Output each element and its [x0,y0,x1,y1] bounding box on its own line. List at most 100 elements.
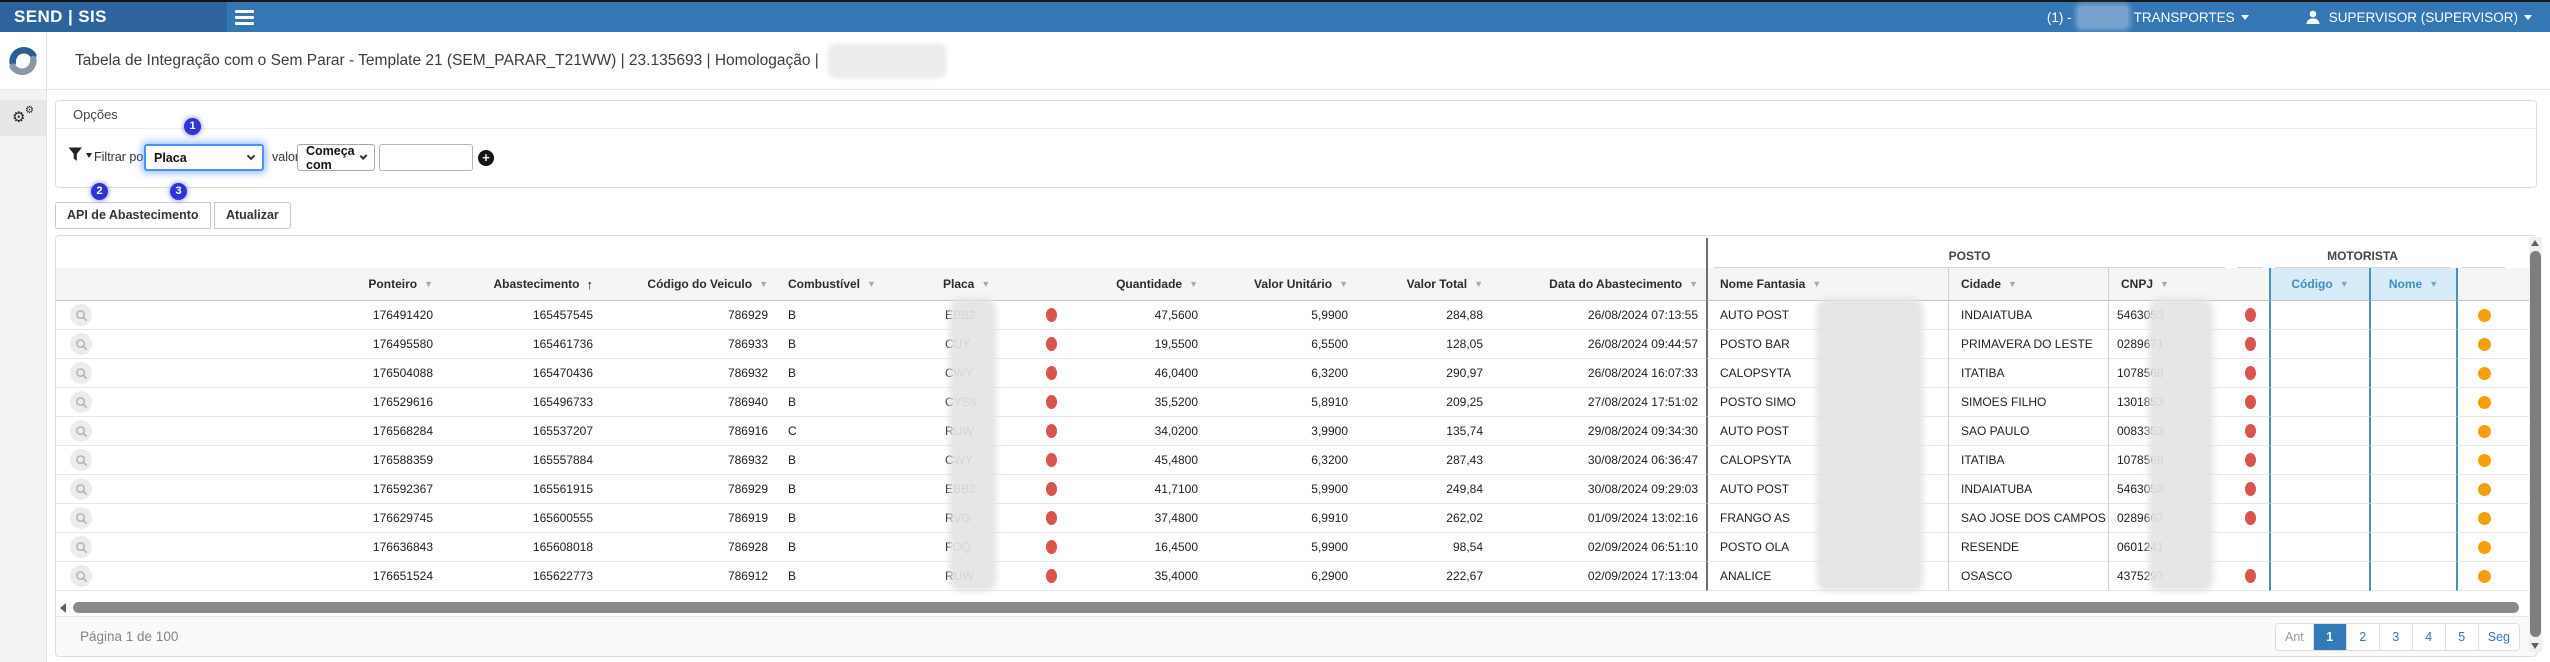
top-navbar: SEND | SIS (1) - TRANSPORTES SUPERVISOR … [0,0,2550,32]
col-header-codigo-veiculo[interactable]: Código do Veiculo ▼ [601,268,776,301]
cell-actions [56,417,106,446]
filter-caret-icon[interactable]: ▼ [1812,279,1822,289]
row-search-icon[interactable] [70,478,92,500]
filter-caret-icon[interactable]: ▼ [2008,279,2017,289]
row-search-icon[interactable] [70,449,92,471]
col-header-quantidade[interactable]: Quantidade ▼ [1071,268,1206,301]
user-menu[interactable]: SUPERVISOR (SUPERVISOR) [2305,9,2532,25]
filter-caret-icon[interactable]: ▼ [2339,279,2349,289]
refresh-button[interactable]: Atualizar [213,202,291,229]
table-footer: Página 1 de 100 Ant 1 2 3 4 5 Seg [56,616,2536,656]
title-bar: Tabela de Integração com o Sem Parar - T… [47,32,2550,90]
col-header-ponteiro[interactable]: Ponteiro ▼ [106,268,441,301]
filter-caret-icon[interactable]: ▼ [424,279,433,289]
filter-by-label: Filtrar por [94,150,148,164]
cell-codigo-motorista [2269,359,2370,388]
company-menu[interactable]: (1) - TRANSPORTES [2047,6,2249,28]
cell-combustivel: B [776,475,931,504]
cell-quantidade: 46,0400 [1071,359,1206,388]
cell-filler [2511,417,2530,446]
table-row[interactable]: 176491420 165457545 786929 B EBB2 47,560… [56,301,2530,330]
table-row[interactable]: 176592367 165561915 786929 B EBB2 41,710… [56,475,2530,504]
cell-codigo-veiculo: 786912 [601,562,776,591]
scroll-down-icon[interactable] [2531,643,2539,649]
cell-ponteiro: 176651524 [106,562,441,591]
pagination-button-1[interactable]: 1 [2312,624,2346,650]
table-row[interactable]: 176636843 165608018 786928 B FOQ 16,4500… [56,533,2530,562]
pagination-button-ant[interactable]: Ant [2275,624,2313,650]
filter-caret-icon[interactable]: ▼ [1189,279,1198,289]
vertical-scrollbar[interactable] [2529,237,2542,652]
cell-valor-unitario: 5,9900 [1206,533,1356,562]
table-row[interactable]: 176529616 165496733 786940 B CYS8 35,520… [56,388,2530,417]
row-search-icon[interactable] [70,362,92,384]
filter-caret-icon[interactable]: ▼ [1474,279,1483,289]
filter-caret-icon[interactable]: ▼ [2429,279,2439,289]
sidebar-item-settings[interactable]: ⚙ ⚙ [0,100,46,136]
cell-status1 [1031,504,1071,533]
col-header-valor-unitario[interactable]: Valor Unitário ▼ [1206,268,1356,301]
cell-valor-total: 262,02 [1356,504,1491,533]
cell-filler [2511,475,2530,504]
pagination-button-4[interactable]: 4 [2411,624,2445,650]
row-search-icon[interactable] [70,391,92,413]
add-filter-icon[interactable]: + [478,150,494,166]
col-header-data-abastecimento[interactable]: Data do Abastecimento ▼ [1491,268,1706,301]
status-dot-orange-icon [2478,309,2492,323]
row-search-icon[interactable] [70,420,92,442]
col-header-cidade[interactable]: Cidade ▼ [1948,268,2108,301]
vertical-scrollbar-thumb[interactable] [2530,251,2541,637]
cell-actions [56,359,106,388]
horizontal-scrollbar[interactable] [58,601,2522,614]
group-posto: POSTO [1706,238,2232,268]
col-header-codigo-motorista[interactable]: Código ▼ [2269,268,2370,301]
hamburger-icon[interactable] [235,10,254,28]
col-header-nome-motorista[interactable]: Nome ▼ [2369,268,2457,301]
filter-caret-icon[interactable]: ▼ [1689,279,1698,289]
filter-operator-select[interactable]: Começa com [297,144,375,172]
filter-value-input[interactable] [379,144,473,171]
filter-caret-icon[interactable]: ▼ [759,279,768,289]
filter-caret-icon[interactable]: ▼ [867,279,876,289]
cell-abastecimento: 165561915 [441,475,601,504]
col-header-combustivel[interactable]: Combustível ▼ [776,268,931,301]
cell-abastecimento: 165496733 [441,388,601,417]
filter-funnel-button[interactable] [68,147,92,162]
cell-combustivel: B [776,533,931,562]
row-search-icon[interactable] [70,565,92,587]
row-search-icon[interactable] [70,304,92,326]
table-row[interactable]: 176651524 165622773 786912 B RUW 35,4000… [56,562,2530,591]
row-search-icon[interactable] [70,536,92,558]
cell-codigo-veiculo: 786940 [601,388,776,417]
pagination-button-seg[interactable]: Seg [2477,624,2519,650]
col-header-placa[interactable]: Placa ▼ [931,268,1031,301]
col-header-cnpj[interactable]: CNPJ ▼ [2108,268,2232,301]
sort-asc-icon[interactable]: ↑ [586,276,594,292]
app-logo[interactable] [0,32,46,90]
row-search-icon[interactable] [70,333,92,355]
filter-caret-icon[interactable]: ▼ [1339,279,1348,289]
api-abastecimento-button[interactable]: API de Abastecimento [55,202,211,229]
cell-status2 [2231,533,2270,562]
col-header-abastecimento[interactable]: Abastecimento ↑ [441,268,601,301]
pagination-button-3[interactable]: 3 [2378,624,2412,650]
scroll-left-icon[interactable] [60,603,66,613]
col-header-nome-fantasia[interactable]: Nome Fantasia ▼ [1706,268,1948,301]
filter-field-select[interactable]: Placa [144,144,264,171]
table-row[interactable]: 176495580 165461736 786933 B CUY 19,5500… [56,330,2530,359]
col-header-valor-total[interactable]: Valor Total ▼ [1356,268,1491,301]
horizontal-scrollbar-thumb[interactable] [73,602,2519,613]
cell-cidade: SIMOES FILHO [1948,388,2108,417]
app-brand[interactable]: SEND | SIS [0,2,227,32]
filter-caret-icon[interactable]: ▼ [2160,279,2169,289]
pagination-button-5[interactable]: 5 [2444,624,2478,650]
cell-quantidade: 34,0200 [1071,417,1206,446]
pagination-button-2[interactable]: 2 [2345,624,2379,650]
filter-caret-icon[interactable]: ▼ [981,279,991,289]
scroll-up-icon[interactable] [2531,240,2539,246]
table-row[interactable]: 176588359 165557884 786932 B CWY 45,4800… [56,446,2530,475]
status-dot-red-icon [1045,453,1057,468]
cell-cidade: OSASCO [1948,562,2108,591]
cell-filler [2511,359,2530,388]
row-search-icon[interactable] [70,507,92,529]
